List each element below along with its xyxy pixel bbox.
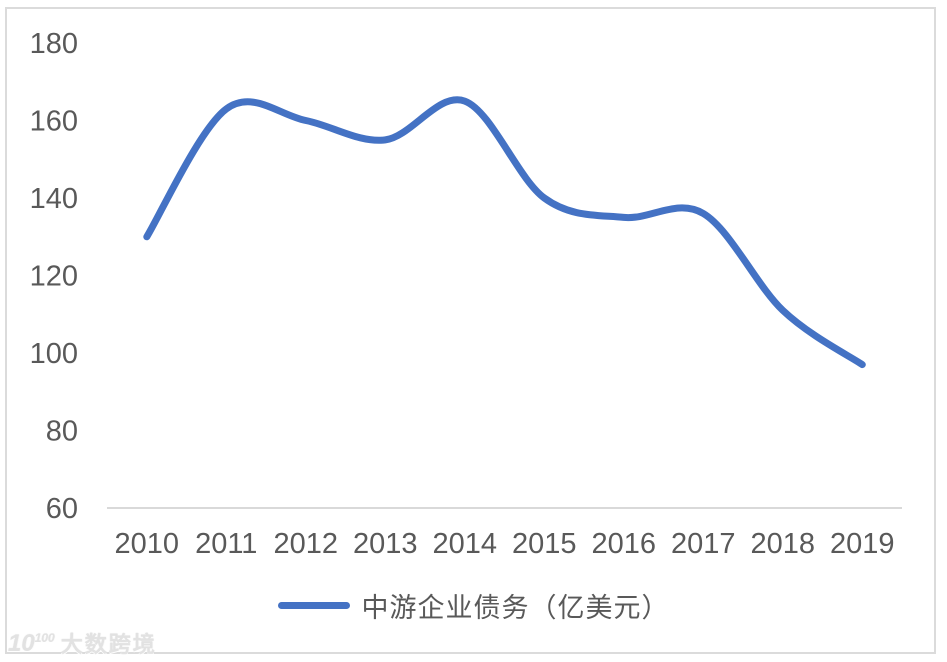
x-axis-tick-label: 2018	[750, 528, 815, 560]
x-axis-tick-label: 2012	[273, 528, 338, 560]
y-axis-tick-label: 80	[46, 416, 78, 448]
y-axis-tick-label: 60	[46, 493, 78, 525]
x-axis-tick-label: 2015	[512, 528, 577, 560]
y-axis-tick-label: 160	[30, 106, 78, 138]
y-axis-tick-label: 180	[30, 28, 78, 60]
chart-border-frame	[5, 7, 936, 654]
x-axis-tick-label: 2013	[353, 528, 418, 560]
x-axis-tick-label: 2016	[591, 528, 656, 560]
x-axis-tick-label: 2019	[830, 528, 895, 560]
y-axis-tick-label: 140	[30, 183, 78, 215]
x-axis-tick-label: 2017	[671, 528, 736, 560]
y-axis-tick-label: 120	[30, 261, 78, 293]
series-line-中游企业债务（亿美元）	[143, 96, 866, 369]
y-axis-tick-label: 100	[30, 338, 78, 370]
x-axis-tick-label: 2014	[432, 528, 497, 560]
x-axis-tick-label: 2011	[195, 528, 257, 560]
x-axis-tick-label: 2010	[114, 528, 179, 560]
